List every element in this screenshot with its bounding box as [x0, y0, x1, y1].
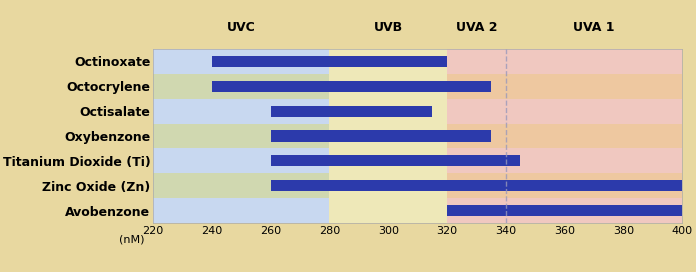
Bar — [329, 99, 447, 123]
Bar — [447, 149, 506, 173]
Bar — [447, 198, 506, 223]
Bar — [271, 155, 521, 166]
Bar — [153, 74, 329, 99]
Bar — [153, 173, 329, 198]
Bar — [271, 130, 491, 142]
Bar — [329, 198, 447, 223]
Bar — [329, 49, 447, 74]
Bar — [447, 173, 506, 198]
Bar — [506, 49, 682, 74]
Bar — [153, 49, 329, 74]
Bar — [329, 173, 447, 198]
Bar — [153, 198, 329, 223]
Bar — [506, 74, 682, 99]
Text: (nM): (nM) — [119, 234, 144, 244]
Bar — [447, 205, 682, 216]
Bar — [506, 123, 682, 149]
Bar — [329, 123, 447, 149]
Bar — [447, 123, 506, 149]
Bar — [506, 173, 682, 198]
Bar — [153, 123, 329, 149]
Bar — [271, 106, 432, 117]
Bar — [506, 149, 682, 173]
Bar — [153, 99, 329, 123]
Text: UVC: UVC — [227, 21, 255, 34]
Bar — [212, 56, 447, 67]
Text: UVA 2: UVA 2 — [456, 21, 497, 34]
Bar — [329, 74, 447, 99]
Bar — [506, 99, 682, 123]
Bar — [506, 198, 682, 223]
Bar — [271, 180, 682, 191]
Bar — [329, 149, 447, 173]
Text: UVA 1: UVA 1 — [574, 21, 615, 34]
Text: UVB: UVB — [374, 21, 403, 34]
Bar — [153, 149, 329, 173]
Bar — [447, 74, 506, 99]
Bar — [447, 49, 506, 74]
Bar — [447, 99, 506, 123]
Bar — [212, 81, 491, 92]
